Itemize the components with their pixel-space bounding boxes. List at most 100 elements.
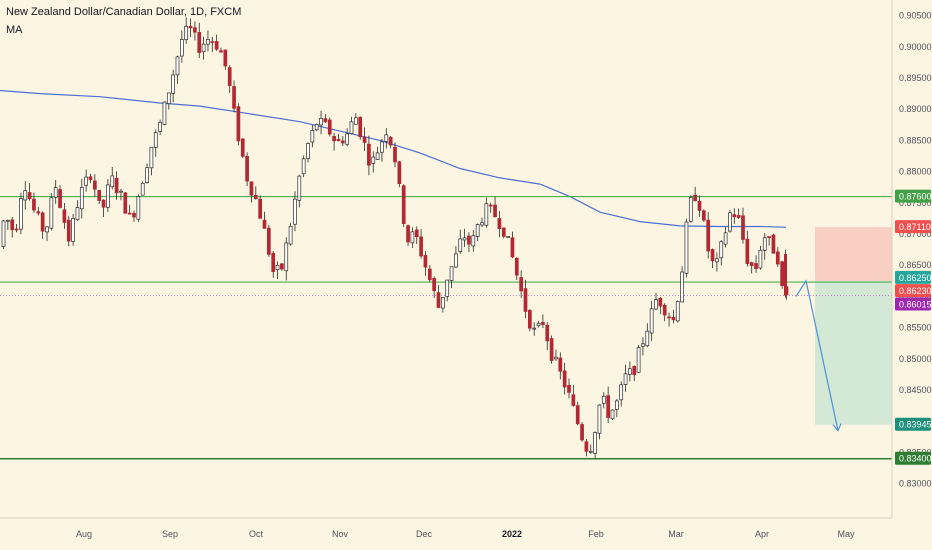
candle[interactable] xyxy=(323,114,328,123)
candle[interactable] xyxy=(206,30,210,52)
candle[interactable] xyxy=(610,409,615,421)
candle[interactable] xyxy=(293,191,297,232)
candle[interactable] xyxy=(297,174,302,208)
candle[interactable] xyxy=(667,312,671,327)
candle[interactable] xyxy=(745,230,750,267)
candle[interactable] xyxy=(249,181,254,203)
candle[interactable] xyxy=(567,378,571,399)
candle[interactable] xyxy=(306,142,310,163)
candle[interactable] xyxy=(336,133,341,142)
candle[interactable] xyxy=(210,36,215,53)
candle[interactable] xyxy=(614,398,619,418)
candle[interactable] xyxy=(36,207,41,216)
candle[interactable] xyxy=(710,248,715,269)
candle[interactable] xyxy=(697,195,702,217)
candle[interactable] xyxy=(262,211,267,229)
candle[interactable] xyxy=(519,270,524,298)
candle[interactable] xyxy=(423,250,428,276)
candle[interactable] xyxy=(754,255,758,273)
candle[interactable] xyxy=(641,337,645,356)
candle[interactable] xyxy=(106,179,110,213)
candle[interactable] xyxy=(541,314,545,329)
candle[interactable] xyxy=(367,135,371,176)
candle[interactable] xyxy=(71,213,75,246)
candle[interactable] xyxy=(193,21,197,41)
candle[interactable] xyxy=(332,132,336,151)
candle[interactable] xyxy=(358,116,363,140)
candle[interactable] xyxy=(227,65,232,93)
candle[interactable] xyxy=(436,285,441,309)
candle[interactable] xyxy=(462,228,467,247)
candle[interactable] xyxy=(197,22,202,59)
candle[interactable] xyxy=(162,101,167,126)
candle[interactable] xyxy=(749,261,754,274)
candle[interactable] xyxy=(110,166,115,190)
candle[interactable] xyxy=(588,444,593,454)
candle[interactable] xyxy=(223,49,228,70)
candle[interactable] xyxy=(601,392,606,409)
candle[interactable] xyxy=(219,47,223,53)
candle[interactable] xyxy=(693,186,698,202)
candle[interactable] xyxy=(362,127,367,152)
candle[interactable] xyxy=(662,303,667,322)
candle[interactable] xyxy=(92,174,97,197)
candle[interactable] xyxy=(732,208,737,224)
candle[interactable] xyxy=(275,261,280,280)
candle[interactable] xyxy=(136,194,141,223)
candle[interactable] xyxy=(5,219,10,230)
candle[interactable] xyxy=(49,193,54,231)
candle[interactable] xyxy=(314,123,319,132)
candle[interactable] xyxy=(10,216,15,238)
candle[interactable] xyxy=(267,224,271,257)
candle[interactable] xyxy=(623,364,628,392)
candle[interactable] xyxy=(532,322,537,336)
candle[interactable] xyxy=(775,247,780,267)
candle[interactable] xyxy=(97,190,102,205)
candle[interactable] xyxy=(140,181,145,196)
candle[interactable] xyxy=(214,34,219,51)
candle[interactable] xyxy=(671,309,676,324)
candle[interactable] xyxy=(497,211,502,238)
candle[interactable] xyxy=(88,173,93,184)
candle[interactable] xyxy=(62,203,67,229)
candle[interactable] xyxy=(506,236,510,238)
candle[interactable] xyxy=(114,171,119,200)
candle[interactable] xyxy=(658,297,663,315)
candle[interactable] xyxy=(675,300,680,323)
candle[interactable] xyxy=(628,361,632,382)
candle[interactable] xyxy=(19,192,23,235)
candle[interactable] xyxy=(762,233,767,260)
candle[interactable] xyxy=(388,136,393,149)
candle[interactable] xyxy=(706,212,711,259)
moving-average-line[interactable] xyxy=(0,89,787,228)
candle[interactable] xyxy=(758,245,763,270)
candle[interactable] xyxy=(554,349,558,361)
candle[interactable] xyxy=(288,223,293,246)
candle[interactable] xyxy=(471,230,476,252)
candle[interactable] xyxy=(480,217,484,228)
candle[interactable] xyxy=(458,229,463,254)
candle[interactable] xyxy=(558,352,563,380)
candle[interactable] xyxy=(258,195,262,219)
candle[interactable] xyxy=(449,266,454,289)
candle[interactable] xyxy=(79,178,84,219)
candle[interactable] xyxy=(375,146,380,161)
candle[interactable] xyxy=(484,197,489,228)
candle[interactable] xyxy=(684,218,689,278)
candle[interactable] xyxy=(715,252,719,272)
candle[interactable] xyxy=(575,401,580,426)
take-profit-zone[interactable] xyxy=(815,280,892,425)
candle[interactable] xyxy=(606,386,611,423)
candle[interactable] xyxy=(271,250,276,278)
candle[interactable] xyxy=(501,227,506,239)
candle[interactable] xyxy=(619,381,624,407)
candle[interactable] xyxy=(23,181,28,210)
candle[interactable] xyxy=(371,151,376,173)
candle[interactable] xyxy=(253,186,258,200)
candle[interactable] xyxy=(767,236,771,246)
candle[interactable] xyxy=(510,231,515,259)
candle[interactable] xyxy=(632,365,637,382)
candle[interactable] xyxy=(406,224,410,247)
candle[interactable] xyxy=(701,209,706,223)
